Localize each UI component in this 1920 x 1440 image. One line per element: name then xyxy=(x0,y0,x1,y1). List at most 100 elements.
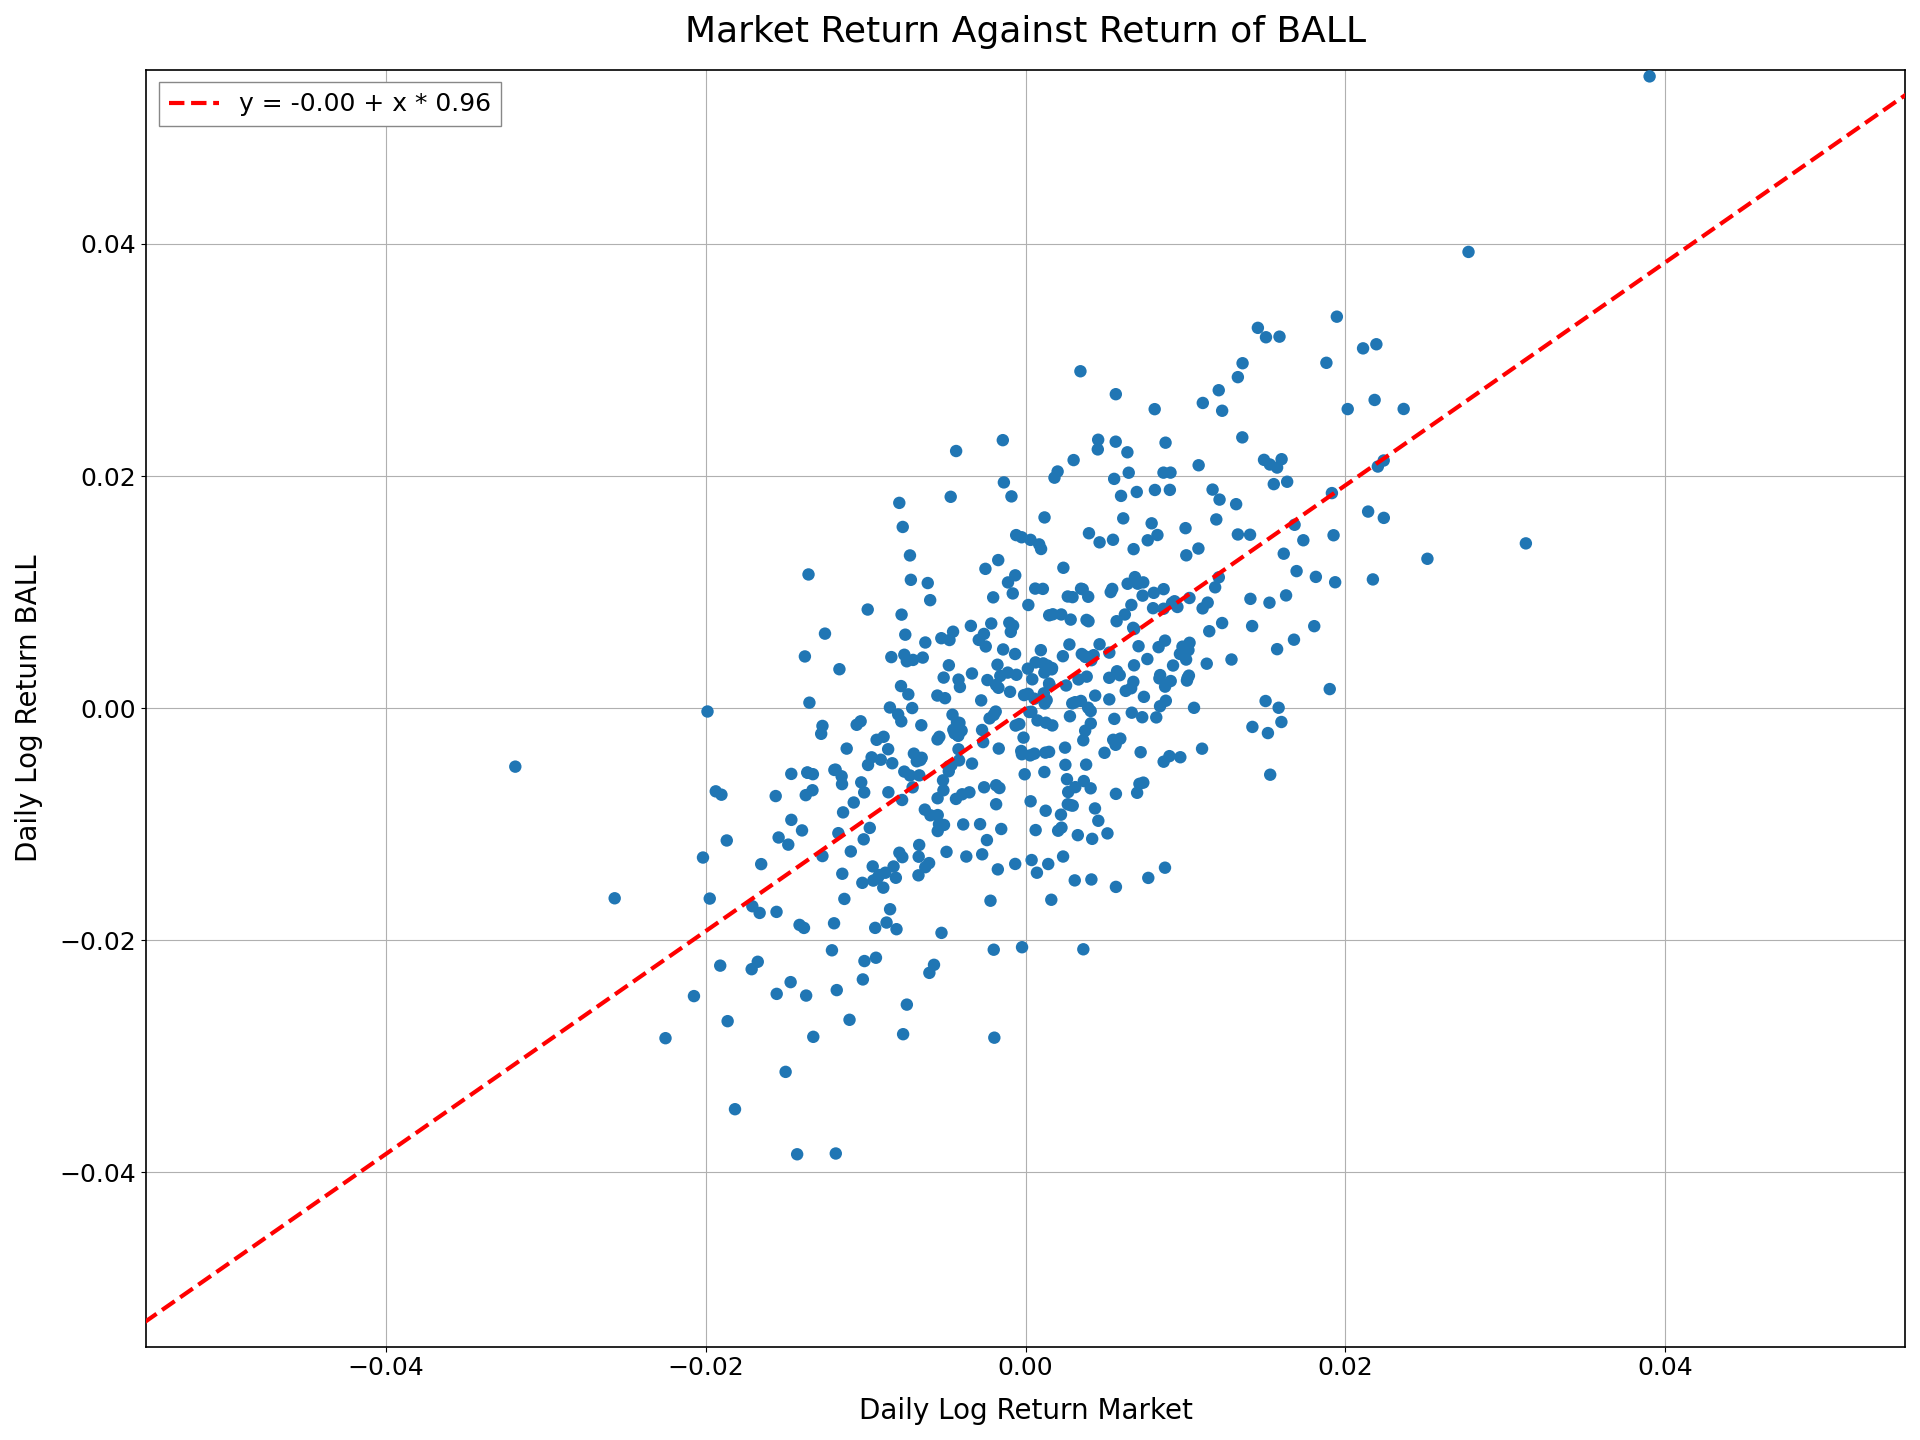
Point xyxy=(1204,379,1235,402)
Point xyxy=(1173,667,1204,690)
Point xyxy=(826,765,856,788)
Point xyxy=(745,852,776,876)
Point xyxy=(935,485,966,508)
Point xyxy=(864,864,895,887)
Point xyxy=(1069,645,1100,668)
Point xyxy=(1254,592,1284,615)
Point xyxy=(1127,585,1158,608)
Point xyxy=(1056,608,1087,631)
Point xyxy=(1250,325,1281,348)
Point xyxy=(1171,670,1202,693)
Point xyxy=(858,870,889,893)
Point xyxy=(1068,769,1098,792)
Point xyxy=(1511,531,1542,554)
Point xyxy=(1075,648,1106,671)
Point xyxy=(983,677,1014,700)
Point xyxy=(1144,664,1175,687)
Point xyxy=(881,867,912,890)
Point xyxy=(1023,533,1054,556)
Point xyxy=(876,897,906,920)
Point xyxy=(1052,585,1083,608)
Point xyxy=(1223,523,1254,546)
Point xyxy=(981,674,1012,697)
Point xyxy=(762,982,793,1005)
Point xyxy=(1106,484,1137,507)
Point xyxy=(966,719,996,742)
Point xyxy=(705,955,735,978)
Point xyxy=(1114,461,1144,484)
Point xyxy=(1025,638,1056,661)
Point xyxy=(1102,609,1133,632)
Point xyxy=(1046,603,1077,626)
Point xyxy=(1158,654,1188,677)
Point xyxy=(1029,661,1060,684)
Point xyxy=(1021,861,1052,884)
Point xyxy=(1108,507,1139,530)
Point xyxy=(1014,593,1044,616)
Point xyxy=(918,953,948,976)
Point xyxy=(983,549,1014,572)
Point xyxy=(852,598,883,621)
Point xyxy=(887,603,918,626)
Point xyxy=(1288,528,1319,552)
Point xyxy=(858,855,889,878)
Point xyxy=(872,912,902,935)
Point xyxy=(1094,688,1125,711)
Point xyxy=(937,621,968,644)
Point xyxy=(797,763,828,786)
Point xyxy=(970,557,1000,580)
Point xyxy=(1073,696,1104,719)
Point xyxy=(964,812,995,835)
Point xyxy=(943,724,973,747)
Point xyxy=(1008,726,1039,749)
Point xyxy=(860,916,891,939)
Point xyxy=(1016,848,1046,871)
Point xyxy=(970,776,1000,799)
Point xyxy=(939,719,970,742)
Point xyxy=(1127,706,1158,729)
Point xyxy=(1279,628,1309,651)
Point xyxy=(1223,366,1254,389)
Point xyxy=(1068,937,1098,960)
Point xyxy=(701,780,732,804)
Point xyxy=(1321,305,1352,328)
Point xyxy=(1066,577,1096,600)
Point xyxy=(943,737,973,760)
Point xyxy=(1357,567,1388,590)
Point xyxy=(1254,454,1284,477)
Point xyxy=(1165,642,1196,665)
Point xyxy=(691,700,722,723)
Point xyxy=(829,887,860,910)
Point xyxy=(828,801,858,824)
Point xyxy=(887,789,918,812)
Point xyxy=(1098,468,1129,491)
Point xyxy=(764,827,795,850)
Point xyxy=(1029,760,1060,783)
Point xyxy=(1139,397,1169,420)
Point xyxy=(1227,426,1258,449)
Point xyxy=(1116,593,1146,616)
Point xyxy=(1066,642,1096,665)
Point xyxy=(737,894,768,917)
Point xyxy=(776,762,806,785)
Point xyxy=(937,753,968,776)
Point xyxy=(854,816,885,840)
Point xyxy=(791,783,822,806)
Point xyxy=(678,985,708,1008)
Point xyxy=(897,697,927,720)
Point xyxy=(1004,713,1035,736)
Point xyxy=(887,845,918,868)
Point xyxy=(1369,449,1400,472)
Point xyxy=(1100,876,1131,899)
Point xyxy=(1100,383,1131,406)
Point xyxy=(866,749,897,772)
Point xyxy=(1154,744,1185,768)
Point xyxy=(1119,654,1150,677)
Point xyxy=(1171,544,1202,567)
Point xyxy=(893,683,924,706)
Point xyxy=(891,624,922,647)
Point xyxy=(789,645,820,668)
Point xyxy=(1077,828,1108,851)
Point xyxy=(1123,772,1154,795)
Point xyxy=(1156,461,1187,484)
